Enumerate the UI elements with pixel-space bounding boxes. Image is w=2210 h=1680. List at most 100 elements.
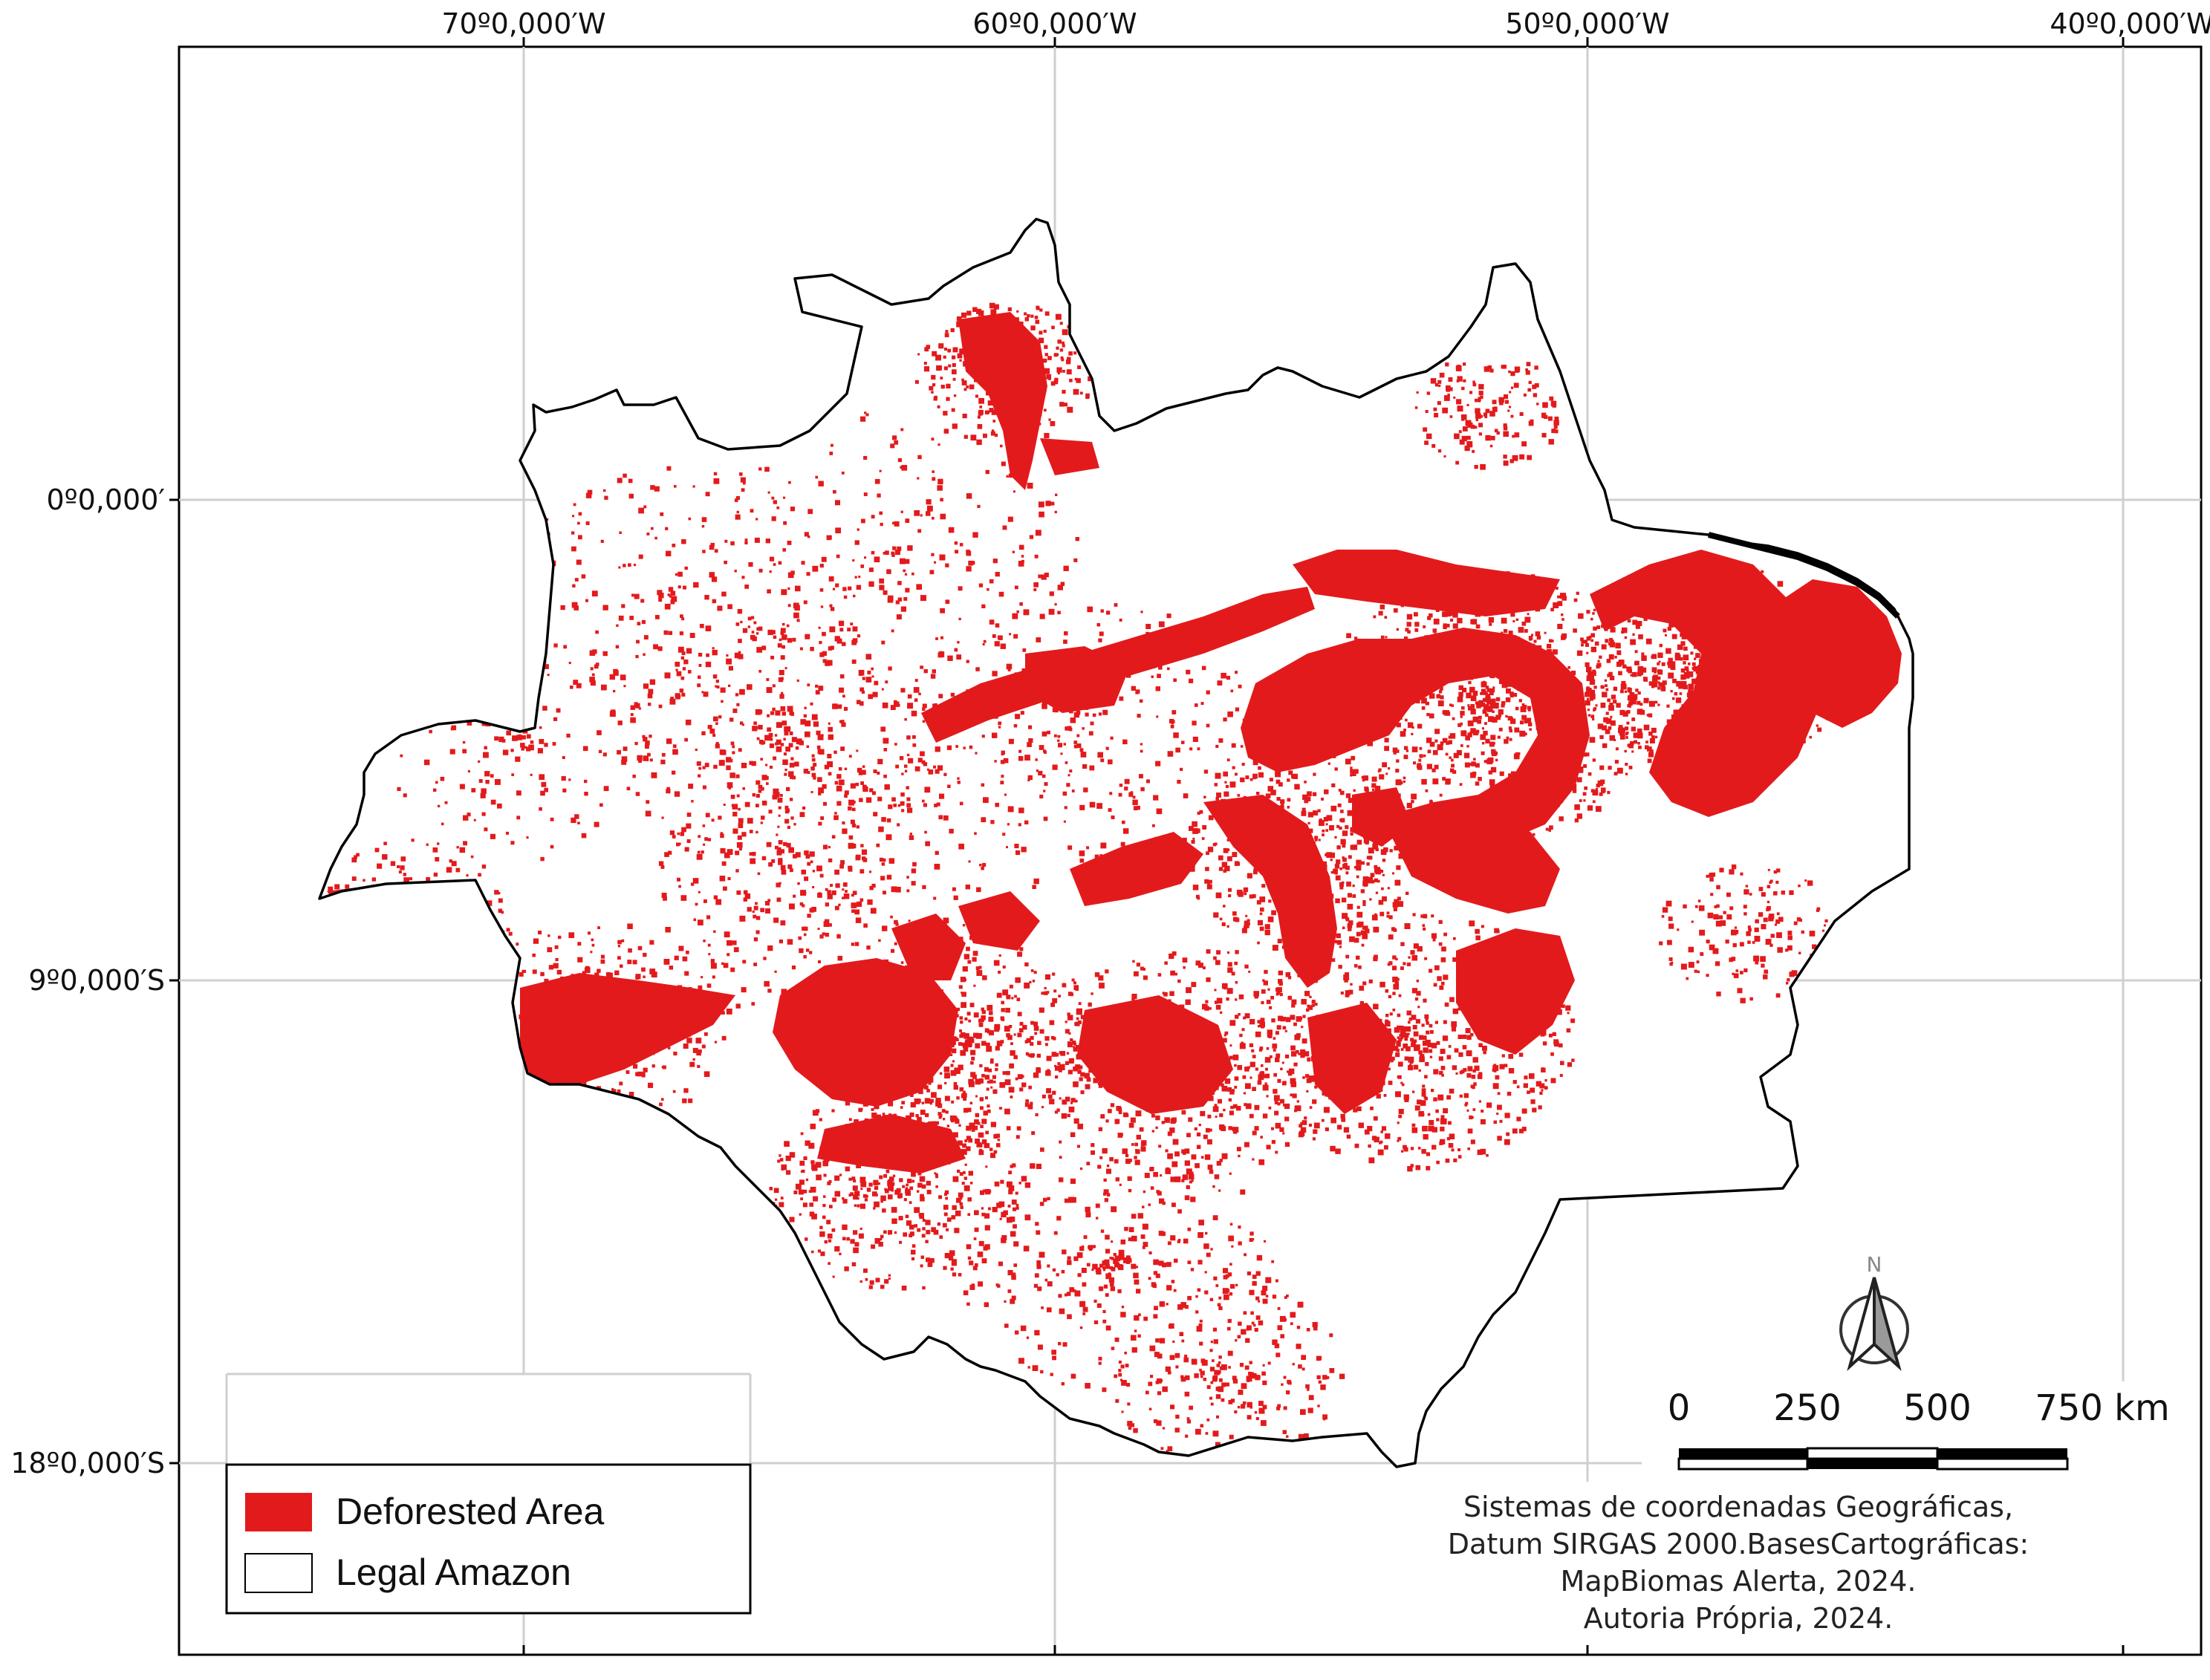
deforested-speckle bbox=[1415, 1165, 1421, 1171]
deforested-speckle bbox=[1283, 1104, 1286, 1107]
deforested-speckle bbox=[1013, 1207, 1016, 1211]
deforested-speckle bbox=[969, 1260, 974, 1266]
deforested-speckle bbox=[822, 1204, 826, 1208]
deforested-speckle bbox=[1565, 1005, 1571, 1011]
deforested-speckle bbox=[1353, 739, 1358, 745]
deforested-speckle bbox=[1566, 748, 1570, 752]
deforested-speckle bbox=[1398, 853, 1404, 859]
deforested-speckle bbox=[1351, 713, 1356, 718]
deforested-speckle bbox=[828, 1262, 831, 1265]
deforested-speckle bbox=[1221, 1153, 1228, 1159]
deforested-speckle bbox=[1733, 606, 1738, 611]
deforested-speckle bbox=[1782, 686, 1787, 691]
deforested-speckle bbox=[1423, 1047, 1429, 1053]
deforested-speckle bbox=[1287, 976, 1292, 980]
deforested-speckle bbox=[1443, 1020, 1447, 1024]
deforested-speckle bbox=[1489, 741, 1495, 747]
deforested-speckle bbox=[1199, 1368, 1202, 1372]
deforested-speckle bbox=[1054, 1110, 1059, 1114]
deforested-speckle bbox=[1582, 792, 1587, 796]
deforested-speckle bbox=[1317, 1075, 1324, 1081]
deforested-speckle bbox=[1050, 1003, 1055, 1007]
deforested-speckle bbox=[1196, 1145, 1201, 1149]
deforested-speckle bbox=[1749, 649, 1755, 655]
deforested-speckle bbox=[1120, 1239, 1126, 1245]
deforested-speckle bbox=[1429, 613, 1433, 618]
deforested-speckle bbox=[1359, 725, 1362, 729]
deforested-speckle bbox=[1312, 1099, 1317, 1104]
deforested-speckle bbox=[1770, 680, 1777, 686]
deforested-speckle bbox=[1483, 760, 1487, 764]
deforested-speckle bbox=[1039, 1202, 1044, 1206]
deforested-speckle bbox=[1228, 888, 1232, 892]
deforested-speckle bbox=[857, 1026, 862, 1033]
deforested-speckle bbox=[880, 1199, 883, 1203]
deforested-speckle bbox=[1523, 1083, 1528, 1088]
deforested-speckle bbox=[1345, 990, 1351, 996]
deforested-speckle bbox=[1119, 1081, 1122, 1084]
deforested-speckle bbox=[1420, 602, 1426, 607]
deforested-speckle bbox=[1714, 589, 1720, 596]
deforested-speckle bbox=[1384, 1068, 1387, 1071]
deforested-speckle bbox=[1776, 609, 1780, 613]
deforested-speckle bbox=[1194, 1127, 1197, 1131]
deforested-speckle bbox=[1801, 606, 1807, 612]
deforested-speckle bbox=[1059, 1177, 1064, 1182]
deforested-speckle bbox=[1292, 1093, 1297, 1098]
deforested-speckle bbox=[1381, 730, 1385, 735]
deforested-speckle bbox=[1365, 740, 1368, 743]
deforested-speckle bbox=[1427, 671, 1434, 678]
deforested-patch bbox=[1293, 550, 1560, 616]
deforested-speckle bbox=[983, 1110, 988, 1116]
deforested-speckle bbox=[1561, 618, 1564, 621]
deforested-speckle bbox=[1515, 776, 1520, 782]
deforested-speckle bbox=[1348, 700, 1352, 703]
deforested-speckle bbox=[906, 1115, 911, 1121]
deforested-speckle bbox=[1460, 631, 1464, 636]
deforested-speckle bbox=[1221, 1074, 1224, 1078]
deforested-speckle bbox=[1517, 796, 1521, 800]
deforested-speckle bbox=[1590, 789, 1595, 792]
deforested-speckle bbox=[1381, 1045, 1385, 1049]
deforested-speckle bbox=[822, 1160, 828, 1167]
deforested-speckle bbox=[880, 1284, 885, 1289]
deforested-speckle bbox=[1348, 989, 1353, 994]
deforested-speckle bbox=[1585, 662, 1590, 667]
deforested-speckle bbox=[926, 1043, 929, 1046]
deforested-speckle bbox=[904, 1054, 909, 1058]
deforested-speckle bbox=[938, 1006, 945, 1013]
deforested-speckle bbox=[1713, 639, 1719, 644]
deforested-speckle bbox=[1691, 662, 1696, 666]
deforested-speckle bbox=[1234, 961, 1238, 966]
deforested-speckle bbox=[897, 1193, 903, 1199]
deforested-speckle bbox=[1307, 905, 1313, 910]
deforested-speckle bbox=[1723, 704, 1729, 710]
deforested-speckle bbox=[1397, 1025, 1401, 1030]
deforested-speckle bbox=[1088, 1245, 1093, 1250]
deforested-speckle bbox=[1098, 1038, 1104, 1044]
deforested-speckle bbox=[1498, 1023, 1503, 1029]
deforested-speckle bbox=[1091, 1143, 1095, 1147]
deforested-speckle bbox=[1268, 1106, 1272, 1110]
deforested-speckle bbox=[894, 1189, 900, 1195]
deforested-speckle bbox=[1223, 1274, 1228, 1280]
deforested-speckle bbox=[1429, 1120, 1434, 1125]
deforested-speckle bbox=[869, 1145, 876, 1151]
deforested-speckle bbox=[1683, 685, 1688, 690]
deforested-speckle bbox=[1017, 951, 1022, 957]
deforested-speckle bbox=[1245, 775, 1249, 780]
deforested-speckle bbox=[1047, 1307, 1052, 1312]
deforested-speckle bbox=[1251, 1049, 1255, 1052]
deforested-speckle bbox=[1325, 882, 1328, 885]
deforested-speckle bbox=[1279, 824, 1282, 827]
deforested-speckle bbox=[1035, 1113, 1039, 1116]
deforested-speckle bbox=[1480, 636, 1486, 643]
deforested-speckle bbox=[1440, 1115, 1445, 1119]
deforested-speckle bbox=[1317, 721, 1324, 728]
deforested-speckle bbox=[1704, 676, 1708, 680]
deforested-speckle bbox=[1559, 798, 1564, 803]
deforested-speckle bbox=[1123, 1257, 1129, 1263]
deforested-speckle bbox=[1784, 678, 1790, 684]
deforested-speckle bbox=[1313, 1326, 1318, 1331]
deforested-speckle bbox=[1365, 1093, 1371, 1098]
